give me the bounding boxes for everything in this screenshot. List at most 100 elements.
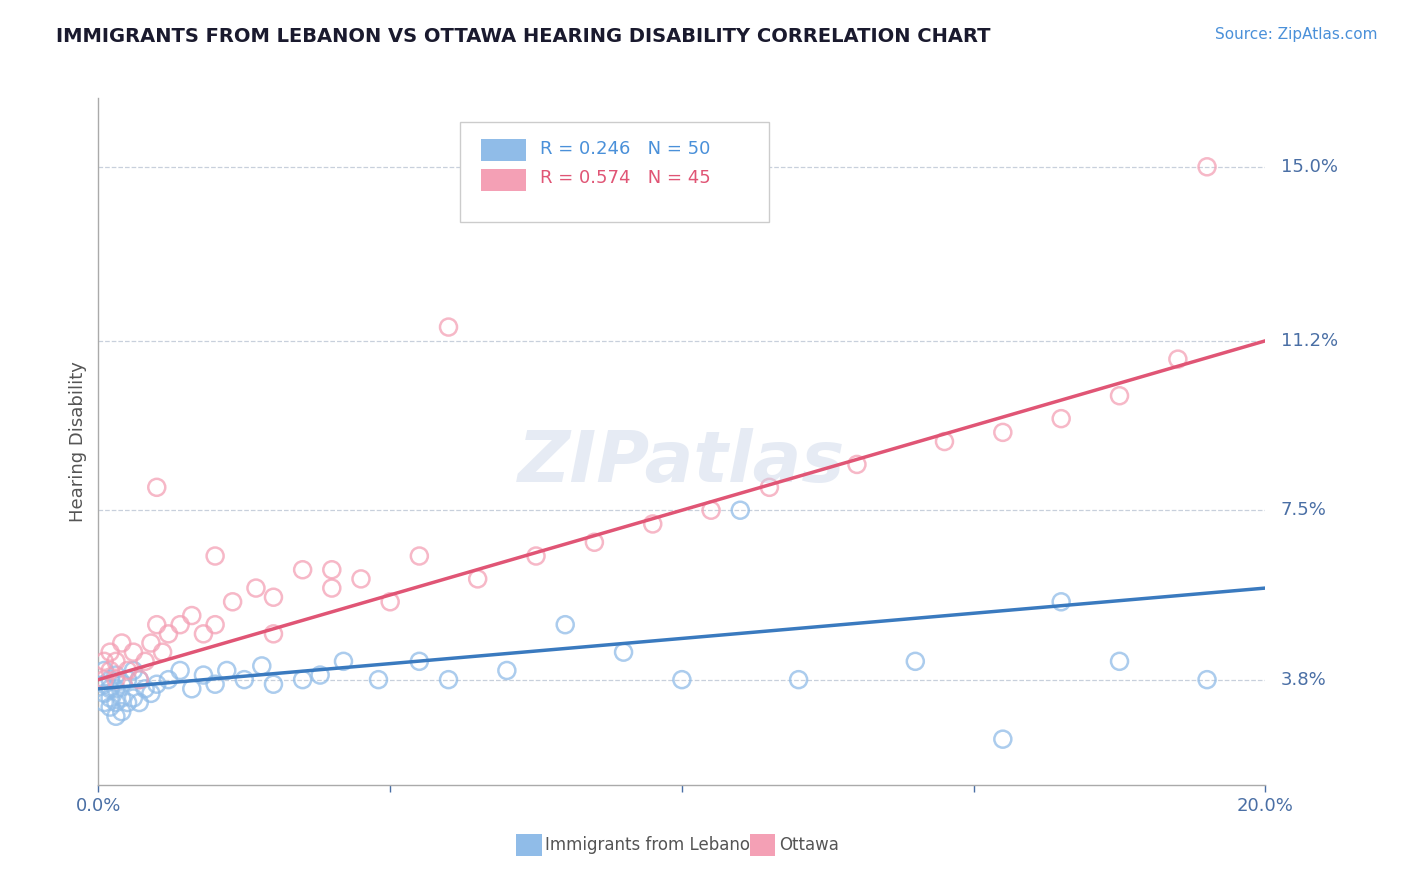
- Point: [408, 654, 430, 668]
- Point: [117, 696, 139, 710]
- Point: [1050, 595, 1073, 609]
- Point: [496, 664, 519, 678]
- FancyBboxPatch shape: [460, 122, 769, 222]
- Point: [730, 503, 752, 517]
- Point: [262, 677, 284, 691]
- Point: [1050, 411, 1073, 425]
- Point: [758, 480, 780, 494]
- Point: [309, 668, 332, 682]
- Point: [350, 572, 373, 586]
- Text: 7.5%: 7.5%: [1281, 501, 1326, 519]
- Point: [93, 677, 115, 691]
- Point: [291, 563, 314, 577]
- Bar: [749, 834, 775, 855]
- Point: [104, 681, 127, 696]
- Text: R = 0.574   N = 45: R = 0.574 N = 45: [540, 169, 710, 187]
- Point: [93, 696, 115, 710]
- Point: [193, 668, 215, 682]
- Text: Source: ZipAtlas.com: Source: ZipAtlas.com: [1215, 27, 1378, 42]
- Point: [128, 673, 150, 687]
- Point: [98, 664, 121, 678]
- Point: [1195, 673, 1218, 687]
- Point: [193, 627, 215, 641]
- Point: [98, 645, 121, 659]
- Point: [98, 690, 121, 705]
- Point: [134, 681, 156, 696]
- Point: [122, 645, 145, 659]
- Point: [1108, 654, 1130, 668]
- Y-axis label: Hearing Disability: Hearing Disability: [69, 361, 87, 522]
- Bar: [481, 139, 526, 161]
- Point: [321, 581, 343, 595]
- Point: [104, 668, 127, 682]
- Point: [180, 681, 202, 696]
- Point: [169, 617, 191, 632]
- Point: [104, 709, 127, 723]
- Point: [157, 673, 180, 687]
- Point: [221, 595, 243, 609]
- Point: [128, 696, 150, 710]
- Point: [122, 664, 145, 678]
- Point: [1167, 352, 1189, 367]
- Point: [98, 681, 121, 696]
- Text: 15.0%: 15.0%: [1281, 158, 1337, 176]
- Point: [204, 617, 226, 632]
- Point: [1108, 389, 1130, 403]
- Point: [291, 673, 314, 687]
- Point: [437, 320, 460, 334]
- Point: [204, 677, 226, 691]
- Point: [934, 434, 956, 449]
- Point: [139, 636, 162, 650]
- Point: [524, 549, 547, 563]
- Point: [380, 595, 402, 609]
- Point: [157, 627, 180, 641]
- Point: [104, 673, 127, 687]
- Text: IMMIGRANTS FROM LEBANON VS OTTAWA HEARING DISABILITY CORRELATION CHART: IMMIGRANTS FROM LEBANON VS OTTAWA HEARIN…: [56, 27, 991, 45]
- Point: [104, 654, 127, 668]
- Text: R = 0.246   N = 50: R = 0.246 N = 50: [540, 140, 710, 158]
- Point: [111, 705, 134, 719]
- Point: [1195, 160, 1218, 174]
- Text: 11.2%: 11.2%: [1281, 332, 1337, 350]
- Point: [583, 535, 606, 549]
- Point: [991, 425, 1014, 440]
- Point: [204, 549, 226, 563]
- Point: [233, 673, 256, 687]
- Point: [117, 673, 139, 687]
- Point: [846, 458, 869, 472]
- Point: [612, 645, 634, 659]
- Text: Ottawa: Ottawa: [779, 836, 838, 854]
- Point: [139, 686, 162, 700]
- Point: [467, 572, 489, 586]
- Point: [146, 480, 169, 494]
- Point: [262, 627, 284, 641]
- Point: [245, 581, 267, 595]
- Point: [250, 659, 273, 673]
- Point: [98, 700, 121, 714]
- Point: [787, 673, 810, 687]
- Point: [98, 673, 121, 687]
- Text: 3.8%: 3.8%: [1281, 671, 1326, 689]
- Point: [215, 664, 238, 678]
- Point: [641, 516, 664, 531]
- Point: [93, 664, 115, 678]
- Point: [180, 608, 202, 623]
- Point: [104, 696, 127, 710]
- Point: [321, 563, 343, 577]
- Point: [437, 673, 460, 687]
- Point: [117, 664, 139, 678]
- Point: [111, 677, 134, 691]
- Point: [128, 673, 150, 687]
- Text: Immigrants from Lebanon: Immigrants from Lebanon: [546, 836, 761, 854]
- Point: [408, 549, 430, 563]
- Point: [904, 654, 927, 668]
- Point: [93, 686, 115, 700]
- Point: [367, 673, 389, 687]
- Point: [146, 677, 169, 691]
- Bar: [516, 834, 541, 855]
- Point: [671, 673, 693, 687]
- Point: [262, 591, 284, 605]
- Text: ZIPatlas: ZIPatlas: [519, 427, 845, 497]
- Bar: [481, 169, 526, 191]
- Point: [111, 690, 134, 705]
